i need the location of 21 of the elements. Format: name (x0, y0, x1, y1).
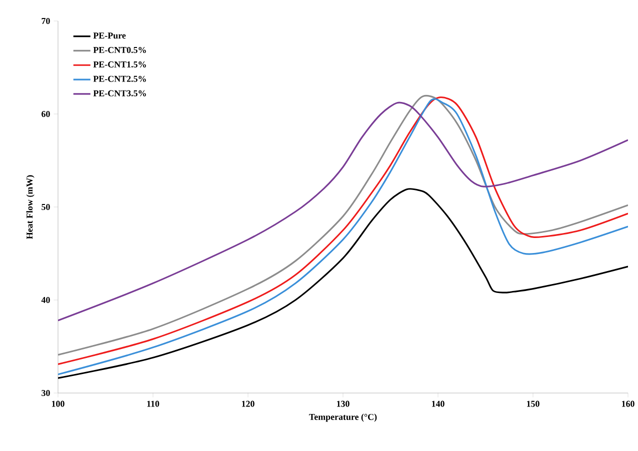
y-tick-label: 40 (41, 296, 50, 304)
legend-label: PE-CNT0.5% (93, 46, 146, 54)
y-tick-label: 30 (42, 390, 50, 396)
x-tick-label: 120 (242, 400, 254, 407)
x-tick-label: 150 (526, 400, 540, 407)
y-tick-label: 60 (42, 110, 50, 118)
x-tick-label: 160 (622, 400, 634, 407)
x-axis-title: Temperature (°C) (309, 414, 377, 422)
y-tick-label: 70 (42, 18, 50, 24)
legend-label: PE-CNT1.5% (93, 61, 146, 68)
x-tick-label: 100 (52, 400, 64, 407)
x-tick-label: 140 (432, 400, 444, 407)
y-axis-title: Heat Flow (mW) (26, 175, 34, 239)
line-series (58, 188, 628, 379)
x-tick-label: 130 (336, 400, 350, 407)
legend-label: PE-CNT2.5% (93, 76, 146, 82)
legend-label: PE-CNT3.5% (93, 90, 146, 96)
x-tick-label: 110 (147, 400, 160, 407)
legend-label: PE-Pure (93, 32, 126, 39)
y-tick-label: 50 (42, 204, 50, 210)
line-series (58, 102, 628, 322)
